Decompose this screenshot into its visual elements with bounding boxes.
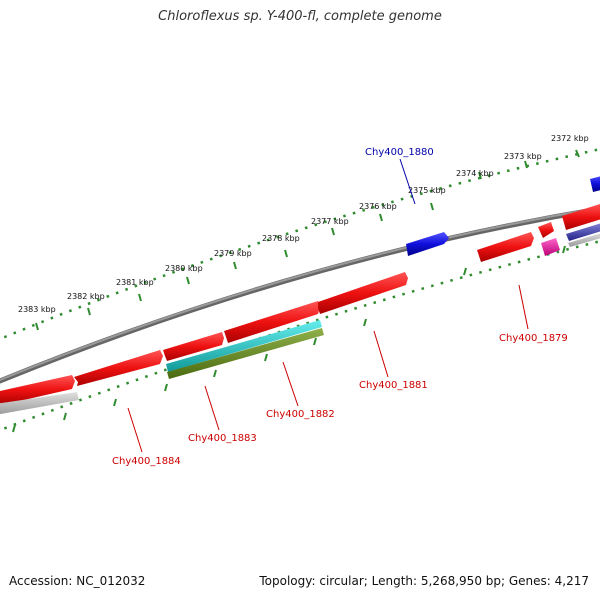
major-tick	[284, 249, 288, 258]
minor-tick	[63, 412, 67, 421]
major-tick	[379, 213, 383, 222]
gene-magenta[interactable]	[541, 238, 560, 256]
accession-text: Accession: NC_012032	[9, 574, 146, 588]
tick-label: 2378 kbp	[262, 234, 300, 243]
outer-tick-track	[0, 147, 600, 341]
tick-label: 2383 kbp	[18, 305, 56, 314]
label-chy400-1882[interactable]: Chy400_1882	[266, 409, 335, 420]
major-tick	[524, 160, 528, 169]
label-chy400-1884[interactable]: Chy400_1884	[112, 456, 181, 467]
minor-tick	[164, 383, 168, 392]
major-tick	[233, 261, 237, 270]
label-chy400-1879[interactable]: Chy400_1879	[499, 333, 568, 344]
gene-labels: Chy400_1880 Chy400_1879 Chy400_1881 Chy4…	[112, 147, 568, 467]
label-chy400-1883[interactable]: Chy400_1883	[188, 433, 257, 444]
genome-backbone	[0, 206, 600, 384]
inner-tick-track	[0, 239, 600, 433]
genome-summary-text: Topology: circular; Length: 5,268,950 bp…	[259, 574, 589, 588]
tick-label: 2382 kbp	[67, 292, 105, 301]
major-tick	[87, 307, 91, 316]
map-title: Chloroflexus sp. Y-400-fl, complete geno…	[158, 9, 442, 24]
tick-label: 2373 kbp	[504, 152, 542, 161]
features	[0, 175, 600, 415]
tick-label: 2375 kbp	[408, 186, 446, 195]
minor-tick	[363, 318, 367, 327]
minor-tick	[463, 267, 467, 276]
major-tick	[35, 322, 39, 331]
gene-chy400-1880[interactable]	[406, 232, 449, 256]
major-tick	[575, 149, 580, 158]
tick-label: 2374 kbp	[456, 169, 494, 178]
gene-gray-edge[interactable]	[568, 232, 600, 247]
major-tick	[186, 276, 190, 285]
tick-label: 2376 kbp	[359, 202, 397, 211]
major-tick	[331, 227, 335, 236]
gene-chy400-1879[interactable]	[477, 232, 534, 262]
minor-tick	[264, 353, 268, 362]
major-tick	[430, 202, 434, 211]
gene-chy400-1883[interactable]	[167, 328, 324, 379]
major-tick	[478, 171, 482, 180]
label-chy400-1881[interactable]: Chy400_1881	[359, 380, 428, 391]
gene-red-1[interactable]	[0, 375, 75, 405]
gene-navy[interactable]	[566, 222, 600, 241]
minor-tick	[562, 245, 566, 254]
tick-labels: 2372 kbp 2373 kbp 2374 kbp 2375 kbp 2376…	[18, 134, 589, 314]
gene-red-3[interactable]	[163, 332, 224, 361]
gene-blue-edge[interactable]	[590, 175, 600, 192]
tick-label: 2381 kbp	[116, 278, 154, 287]
minor-tick	[113, 398, 117, 407]
tick-label: 2372 kbp	[551, 134, 589, 143]
tick-label: 2377 kbp	[311, 217, 349, 226]
major-tick	[138, 293, 142, 302]
tick-label: 2380 kbp	[165, 264, 203, 273]
minor-tick	[213, 369, 217, 378]
gene-chy400-1881[interactable]	[318, 272, 408, 314]
gene-red-2[interactable]	[74, 350, 163, 386]
label-chy400-1880[interactable]: Chy400_1880	[365, 147, 434, 158]
gene-red-edge[interactable]	[562, 204, 600, 230]
gene-gray[interactable]	[0, 392, 79, 415]
label-leaders	[127, 158, 529, 453]
minor-tick	[313, 337, 317, 346]
minor-tick	[12, 424, 16, 433]
gene-red-4[interactable]	[224, 301, 320, 343]
tick-label: 2379 kbp	[214, 249, 252, 258]
gene-red-small[interactable]	[538, 222, 554, 238]
gene-chy400-1882[interactable]	[166, 320, 322, 372]
